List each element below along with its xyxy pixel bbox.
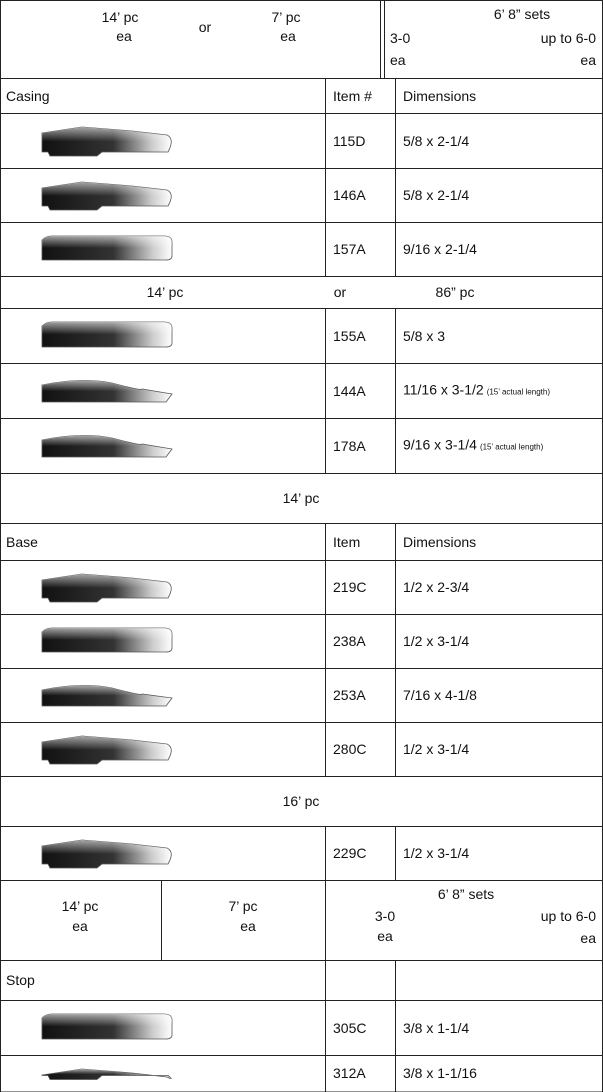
dimensions: 5/8 x 3	[403, 327, 446, 344]
dimensions: 9/16 x 3-1/4 (15’ actual length)	[403, 436, 544, 452]
header-text: 6’ 8” sets	[493, 6, 551, 22]
dimensions: 7/16 x 4-1/8	[403, 687, 477, 703]
dimensions: 3/8 x 1-1/16	[403, 1065, 477, 1082]
profile-drawing	[42, 435, 172, 457]
header-text: 7’ pc	[271, 9, 301, 25]
item-number: 219C	[333, 579, 367, 595]
section-label: Stop	[6, 972, 35, 988]
header-text: 3-0	[390, 30, 411, 46]
header-text: ea	[580, 52, 596, 68]
item-number: 155A	[333, 327, 366, 344]
length-label: 86” pc	[435, 284, 475, 300]
item-number: 280C	[333, 741, 367, 757]
dimensions: 1/2 x 2-3/4	[403, 579, 470, 595]
dimensions: 11/16 x 3-1/2 (15’ actual length)	[403, 381, 550, 397]
profile-drawing	[42, 236, 172, 260]
header-text: ea	[280, 28, 296, 44]
header-text: or	[198, 19, 212, 35]
item-number: 253A	[333, 687, 366, 703]
length-note: (15’ actual length)	[479, 442, 544, 451]
length-note: (15’ actual length)	[486, 387, 550, 396]
item-number: 157A	[333, 241, 366, 257]
profile-drawing	[42, 1014, 172, 1039]
length-label: or	[333, 284, 347, 300]
profile-drawing	[42, 1069, 172, 1080]
header-text: 14’ pc	[101, 9, 139, 25]
header-text: ea	[116, 28, 132, 44]
column-header: Item #	[333, 87, 372, 104]
header-text: 6’ 8” sets	[437, 886, 495, 902]
profile-drawing	[42, 322, 172, 347]
dimensions: 5/8 x 2-1/4	[403, 187, 470, 203]
profile-drawing	[42, 685, 172, 706]
section-label: Casing	[6, 87, 50, 104]
header-text: ea	[240, 918, 256, 934]
item-number: 115D	[333, 132, 366, 149]
dimensions: 3/8 x 1-1/4	[403, 1019, 470, 1036]
profile-drawing	[42, 736, 172, 764]
profile-drawing	[42, 182, 172, 210]
length-label: 14’ pc	[282, 490, 320, 506]
header-text: up to 6-0	[540, 908, 596, 924]
column-header: Item	[333, 533, 361, 550]
dimensions: 9/16 x 2-1/4	[403, 241, 477, 257]
section-label: Base	[6, 533, 38, 550]
item-number: 305C	[333, 1019, 367, 1036]
header-text: 7’ pc	[228, 898, 258, 914]
header-text: ea	[580, 930, 596, 946]
dimensions: 1/2 x 3-1/4	[403, 845, 470, 861]
length-label: 14’ pc	[146, 284, 184, 300]
dimensions: 1/2 x 3-1/4	[403, 741, 470, 757]
item-number: 144A	[333, 382, 366, 399]
profile-drawing	[42, 628, 172, 652]
header-text: 3-0	[374, 908, 396, 924]
column-header: Dimensions	[403, 533, 477, 550]
item-number: 146A	[333, 187, 366, 203]
item-number: 312A	[333, 1065, 366, 1082]
profile-drawing	[42, 127, 172, 156]
column-header: Dimensions	[403, 87, 477, 104]
header-text: ea	[390, 52, 406, 68]
dimensions: 1/2 x 3-1/4	[403, 633, 470, 649]
profile-drawing	[42, 574, 172, 602]
profile-drawing	[42, 380, 172, 402]
header-text: up to 6-0	[540, 30, 596, 46]
dimensions: 5/8 x 2-1/4	[403, 132, 470, 149]
length-label: 16’ pc	[282, 793, 320, 809]
profile-drawing	[42, 840, 172, 868]
item-number: 229C	[333, 845, 367, 861]
item-number: 238A	[333, 633, 366, 649]
header-text: 14’ pc	[61, 898, 99, 914]
header-text: ea	[72, 918, 88, 934]
item-number: 178A	[333, 437, 366, 454]
header-text: ea	[377, 928, 393, 944]
